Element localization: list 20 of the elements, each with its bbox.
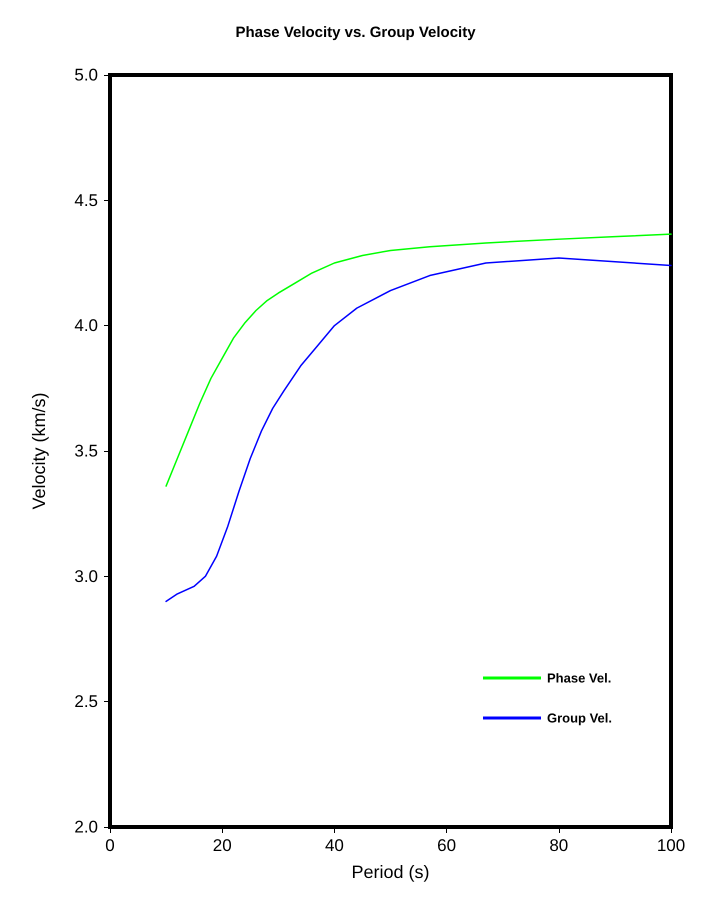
chart-title: Phase Velocity vs. Group Velocity xyxy=(235,24,476,41)
x-axis-title: Period (s) xyxy=(351,862,430,882)
y-tick-label: 5.0 xyxy=(74,66,98,84)
line-series xyxy=(165,233,672,487)
x-tick-label: 40 xyxy=(324,836,344,855)
y-tick-label: 2.5 xyxy=(74,692,98,712)
y-tick-label: 2.0 xyxy=(74,818,98,836)
legend-label: Group Vel. xyxy=(547,710,612,726)
x-tick-label: 60 xyxy=(437,836,456,855)
y-tick-label: 4.5 xyxy=(74,190,98,210)
x-tick-label: 80 xyxy=(549,836,568,855)
x-tick-label: 0 xyxy=(105,836,115,855)
legend-label: Phase Vel. xyxy=(547,670,612,686)
y-axis-title: Velocity (km/s) xyxy=(29,392,49,510)
x-tick-label: 100 xyxy=(656,836,686,855)
line-series xyxy=(165,257,672,602)
y-tick-label: 3.5 xyxy=(74,442,98,460)
y-tick-label: 3.0 xyxy=(74,566,98,586)
x-tick-label: 20 xyxy=(212,836,232,855)
y-tick-label: 4.0 xyxy=(74,316,98,336)
